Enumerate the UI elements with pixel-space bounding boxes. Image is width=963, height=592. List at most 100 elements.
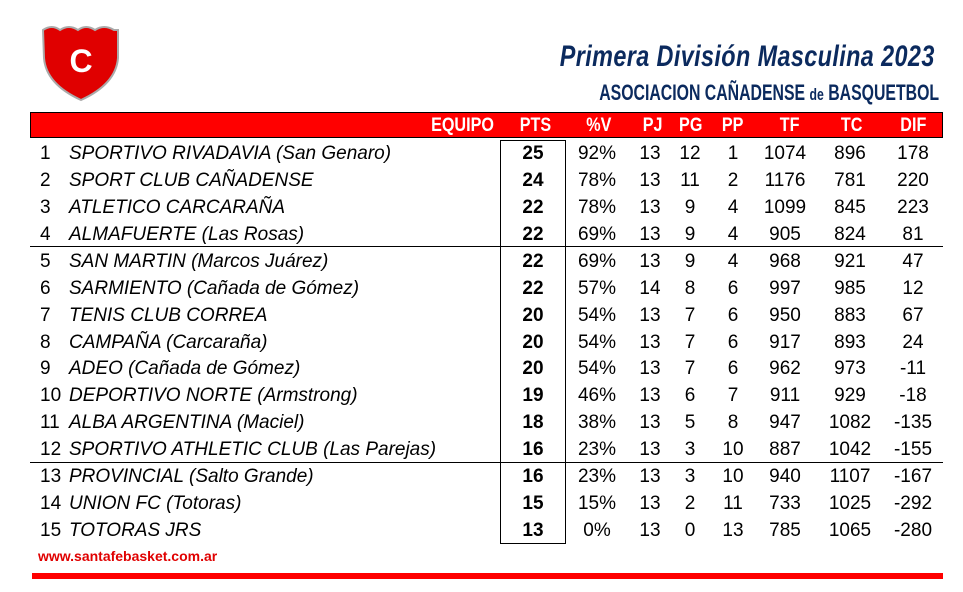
- stat-dif: -292: [893, 493, 933, 515]
- position: 7: [40, 304, 51, 326]
- position: 6: [40, 277, 51, 299]
- col-header-equipo: EQUIPO: [431, 115, 494, 136]
- stat-pp: 7: [727, 385, 739, 407]
- table-row: 1 SPORTIVO RIVADAVIA (San Genaro) 25 92% 13 1…: [0, 140, 963, 167]
- points: 22: [522, 223, 544, 245]
- team-name: ALBA ARGENTINA (Maciel): [69, 412, 305, 434]
- stat-tf: 950: [769, 304, 801, 326]
- col-header-tf: TF: [779, 115, 800, 136]
- stat-dif: 178: [897, 143, 929, 164]
- points: 22: [522, 250, 544, 272]
- points: 22: [522, 277, 544, 299]
- stat-dif: 223: [897, 196, 929, 218]
- stat-pj: 13: [639, 385, 661, 407]
- subtitle-part: de: [809, 85, 824, 104]
- stat-pv: 54%: [577, 304, 617, 326]
- position: 11: [40, 412, 60, 434]
- stat-tc: 1065: [828, 520, 872, 542]
- stat-tf: 1099: [763, 196, 807, 218]
- stat-pj: 13: [639, 466, 661, 488]
- table-row: 9 ADEO (Cañada de Gómez) 20 54% 13 7 6 962 973 -1…: [0, 355, 963, 382]
- stat-pj: 13: [639, 223, 661, 245]
- stat-tf: 947: [769, 412, 801, 434]
- points: 22: [522, 196, 544, 218]
- stat-pj: 13: [639, 439, 661, 461]
- stat-pp: 8: [727, 412, 739, 434]
- position: 9: [40, 358, 51, 380]
- stat-tf: 785: [769, 520, 801, 542]
- col-header-pts: PTS: [519, 115, 552, 136]
- stat-pv: 78%: [577, 169, 617, 191]
- stat-tc: 985: [834, 277, 866, 299]
- team-name: TOTORAS JRS: [69, 520, 202, 542]
- table-row: 14 UNION FC (Totoras) 15 15% 13 2 11 733 1025 -29…: [0, 490, 963, 517]
- stat-pg: 8: [684, 277, 696, 299]
- stat-dif: -280: [893, 520, 933, 542]
- position: 14: [40, 493, 62, 515]
- stat-tf: 968: [769, 250, 801, 272]
- stat-pv: 15%: [577, 493, 617, 515]
- team-name: ALMAFUERTE (Las Rosas): [69, 223, 305, 245]
- stat-pg: 9: [684, 196, 696, 218]
- divider: [30, 246, 943, 247]
- stat-dif: -18: [899, 385, 927, 407]
- page-subtitle: ASOCIACION CAÑADENSE de BASQUETBOL: [599, 80, 939, 106]
- stat-pg: 6: [684, 385, 696, 407]
- stat-pp: 6: [727, 304, 739, 326]
- stat-pj: 13: [639, 520, 661, 542]
- col-header-pg: PG: [679, 115, 703, 136]
- stat-pv: 78%: [577, 196, 617, 218]
- stat-pg: 9: [684, 223, 696, 245]
- table-row: 4 ALMAFUERTE (Las Rosas) 22 69% 13 9 4 905 824 81: [0, 221, 963, 248]
- stat-tf: 1176: [764, 169, 806, 191]
- stat-pj: 13: [639, 493, 661, 515]
- stat-tf: 905: [769, 223, 801, 245]
- position: 15: [40, 520, 62, 542]
- col-header-dif: DIF: [900, 115, 927, 136]
- stat-pp: 10: [722, 439, 744, 461]
- stat-pv: 69%: [577, 223, 617, 245]
- team-name: SAN MARTIN (Marcos Juárez): [69, 250, 329, 272]
- stat-tf: 917: [769, 331, 801, 353]
- stat-tc: 1107: [829, 466, 871, 488]
- stat-pj: 13: [639, 412, 661, 434]
- table-row: 11 ALBA ARGENTINA (Maciel) 18 38% 13 5 8 947 108…: [0, 409, 963, 436]
- table-row: 8 CAMPAÑA (Carcaraña) 20 54% 13 7 6 917 893 24: [0, 329, 963, 356]
- position: 10: [40, 385, 62, 407]
- position: 2: [40, 169, 51, 191]
- table-row: 13 PROVINCIAL (Salto Grande) 16 23% 13 3 10 940…: [0, 463, 963, 490]
- stat-pp: 6: [727, 331, 739, 353]
- table-row: 3 ATLETICO CARCARAÑA 22 78% 13 9 4 1099 845 223: [0, 194, 963, 221]
- stat-tf: 940: [769, 466, 801, 488]
- stat-pv: 69%: [577, 250, 617, 272]
- points: 13: [522, 520, 544, 542]
- team-name: SPORT CLUB CAÑADENSE: [69, 169, 314, 191]
- table-header: EQUIPO PTS %V PJ PG PP TF TC DIF: [30, 112, 943, 138]
- points: 15: [522, 493, 544, 515]
- website-link[interactable]: www.santafebasket.com.ar: [38, 548, 218, 564]
- stat-pv: 57%: [577, 277, 617, 299]
- stat-pj: 14: [639, 277, 661, 299]
- stat-tc: 845: [834, 196, 866, 218]
- table-row: 12 SPORTIVO ATHLETIC CLUB (Las Parejas) 16…: [0, 436, 963, 463]
- stat-tf: 1074: [763, 143, 807, 164]
- stat-dif: 24: [902, 331, 924, 353]
- bottom-bar: [32, 573, 943, 579]
- stat-pv: 54%: [577, 358, 617, 380]
- col-header-tc: TC: [840, 115, 863, 136]
- stat-pg: 3: [684, 466, 696, 488]
- points: 20: [522, 304, 544, 326]
- points: 20: [522, 331, 544, 353]
- stat-pp: 1: [727, 143, 739, 164]
- team-name: ADEO (Cañada de Gómez): [69, 358, 301, 380]
- stat-pj: 13: [639, 304, 661, 326]
- team-name: SPORTIVO RIVADAVIA (San Genaro): [69, 143, 392, 164]
- col-header-pj: PJ: [642, 115, 663, 136]
- subtitle-part: BASQUETBOL: [823, 80, 939, 105]
- stat-pg: 7: [684, 331, 696, 353]
- team-name: ATLETICO CARCARAÑA: [69, 196, 286, 218]
- position: 4: [40, 223, 51, 245]
- stat-dif: 12: [902, 277, 924, 299]
- position: 13: [40, 466, 62, 488]
